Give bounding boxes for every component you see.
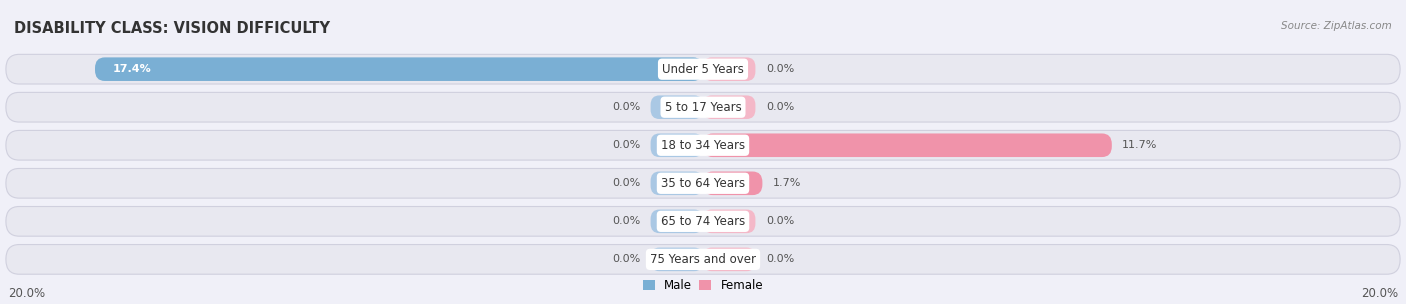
FancyBboxPatch shape [6,130,1400,160]
Text: 65 to 74 Years: 65 to 74 Years [661,215,745,228]
Text: DISABILITY CLASS: VISION DIFFICULTY: DISABILITY CLASS: VISION DIFFICULTY [14,21,330,36]
Text: 0.0%: 0.0% [612,140,640,150]
Text: 0.0%: 0.0% [612,216,640,226]
Text: 11.7%: 11.7% [1122,140,1157,150]
Text: 18 to 34 Years: 18 to 34 Years [661,139,745,152]
Text: 5 to 17 Years: 5 to 17 Years [665,101,741,114]
FancyBboxPatch shape [651,95,703,119]
FancyBboxPatch shape [651,171,703,195]
FancyBboxPatch shape [703,171,762,195]
Text: 1.7%: 1.7% [773,178,801,188]
FancyBboxPatch shape [703,209,755,233]
Text: 20.0%: 20.0% [1361,287,1399,300]
Text: Under 5 Years: Under 5 Years [662,63,744,76]
FancyBboxPatch shape [6,168,1400,198]
Text: 0.0%: 0.0% [766,216,794,226]
FancyBboxPatch shape [703,247,755,271]
FancyBboxPatch shape [651,133,703,157]
FancyBboxPatch shape [651,209,703,233]
Text: 0.0%: 0.0% [766,64,794,74]
FancyBboxPatch shape [96,57,703,81]
FancyBboxPatch shape [703,133,1112,157]
FancyBboxPatch shape [651,247,703,271]
Text: 0.0%: 0.0% [612,178,640,188]
Text: 35 to 64 Years: 35 to 64 Years [661,177,745,190]
FancyBboxPatch shape [6,54,1400,84]
Text: 0.0%: 0.0% [766,102,794,112]
FancyBboxPatch shape [6,244,1400,274]
Text: 20.0%: 20.0% [7,287,45,300]
FancyBboxPatch shape [6,206,1400,236]
Text: 0.0%: 0.0% [612,254,640,264]
FancyBboxPatch shape [703,95,755,119]
Text: 75 Years and over: 75 Years and over [650,253,756,266]
Legend: Male, Female: Male, Female [638,275,768,297]
FancyBboxPatch shape [703,57,755,81]
Text: Source: ZipAtlas.com: Source: ZipAtlas.com [1281,21,1392,31]
Text: 0.0%: 0.0% [766,254,794,264]
Text: 17.4%: 17.4% [112,64,152,74]
Text: 0.0%: 0.0% [612,102,640,112]
FancyBboxPatch shape [6,92,1400,122]
